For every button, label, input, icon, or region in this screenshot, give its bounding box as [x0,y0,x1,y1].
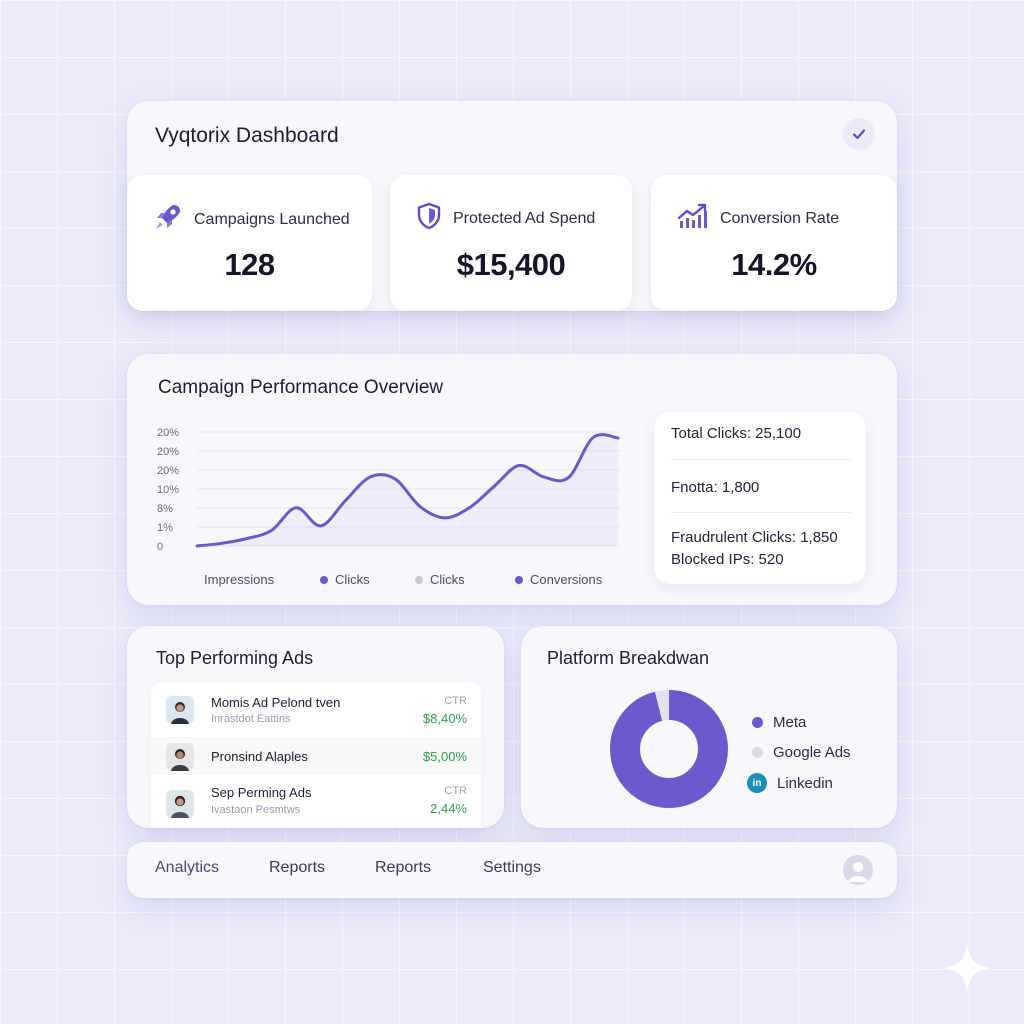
blocked-ips-text: Blocked IPs: 520 [671,551,784,568]
performance-title: Campaign Performance Overview [158,377,444,398]
bottom-nav: Analytics Reports Reports Settings [127,842,897,898]
platform-label: Meta [773,714,807,731]
legend-item-clicks-secondary: Clicks [415,572,465,587]
ad-subtitle: Ivastaon Pesmtws [211,804,301,816]
stat-card-ad-spend: Protected Ad Spend $15,400 [390,175,632,311]
list-item[interactable]: Pronsind Alaples $5,00% [151,737,481,775]
platform-item-linkedin: in Linkedin [747,773,833,793]
click-stats-box: Total Clicks: 25,100 Fnotta: 1,800 Fraud… [654,412,866,584]
y-tick-label: 20% [157,446,179,458]
avatar [166,790,194,818]
legend-item-clicks: Clicks [320,572,370,587]
legend-dot [415,575,423,584]
ctr-value: $8,40% [422,711,467,726]
stat-card-campaigns: Campaigns Launched 128 [127,175,372,311]
rocket-icon [152,201,184,238]
fraudulent-clicks-text: Fraudrulent Clicks: 1,850 [671,529,838,546]
stat-label: Conversion Rate [720,209,840,227]
platform-item-google-ads: Google Ads [752,744,851,761]
ads-list: Momis Ad Pelond tven Inrastdot Eattins C… [151,682,481,828]
performance-line-chart: 20% 20% 20% 10% 8% 1% 0 [157,427,620,553]
ctr-label: CTR [444,695,467,707]
platform-item-meta: Meta [752,714,806,731]
nav-item-reports[interactable]: Reports [269,859,326,876]
y-tick-label: 0 [157,541,163,553]
platform-dot [752,747,763,758]
stat-card-conversion: Conversion Rate 14.2% [651,175,897,311]
ctr-label: CTR [444,785,467,797]
y-tick-label: 1% [157,522,173,534]
legend-item-conversions: Conversions [515,572,602,587]
legend-label: Clicks [430,572,465,587]
ctr-value: $5,00% [422,749,467,764]
performance-panel: Campaign Performance Overview 20% 20% 20% 1… [127,354,897,605]
user-icon[interactable] [843,855,873,885]
header-panel: Vyqtorix Dashboard Campaigns Launched 12… [127,101,897,311]
y-tick-label: 20% [157,427,179,439]
platform-label: Google Ads [773,744,851,761]
donut-slice-meta [610,690,728,808]
ctr-value: 2,44% [430,801,467,816]
y-tick-label: 10% [157,484,179,496]
series-line [195,433,620,548]
ad-name: Momis Ad Pelond tven [211,695,341,710]
chart-area-fill [197,434,618,546]
dashboard-title: Vyqtorix Dashboard [155,124,339,147]
y-tick-label: 8% [157,503,173,515]
shield-icon [415,201,443,236]
platform-title: Platform Breakdwan [547,648,710,668]
nav-item-settings[interactable]: Settings [483,859,541,876]
y-tick-label: 20% [157,465,179,477]
stat-value: $15,400 [456,247,566,282]
growth-chart-icon [676,201,710,236]
total-clicks-text: Total Clicks: 25,100 [671,425,802,442]
legend-item-impressions: Impressions [204,572,274,587]
legend-dot [320,575,328,584]
top-ads-title: Top Performing Ads [156,648,314,668]
ad-subtitle: Inrastdot Eattins [211,713,291,725]
linkedin-icon: in [747,773,767,793]
stat-label: Protected Ad Spend [453,209,596,227]
avatar [166,696,194,724]
list-item[interactable]: Sep Perming Ads Ivastaon Pesmtws CTR 2,4… [151,775,481,828]
nav-item-analytics[interactable]: Analytics [155,859,220,876]
sparkle-icon [942,943,992,993]
divider [671,459,852,460]
stat-label: Campaigns Launched [194,210,350,228]
platform-donut-chart [610,690,728,808]
platform-label: Linkedin [777,774,833,792]
platform-dot [752,717,763,728]
ad-name: Pronsind Alaples [211,749,308,764]
fnotta-text: Fnotta: 1,800 [671,479,760,496]
stat-value: 128 [224,247,275,282]
legend-label: Clicks [335,572,370,587]
stat-value: 14.2% [731,247,817,282]
legend-dot [515,575,523,584]
nav-item-reports-secondary[interactable]: Reports [375,859,432,876]
legend-label: Impressions [204,572,275,587]
avatar [166,743,194,771]
list-item[interactable]: Momis Ad Pelond tven Inrastdot Eattins C… [151,682,481,737]
legend-label: Conversions [530,572,603,587]
divider [671,512,852,513]
platform-panel: Platform Breakdwan Meta Google Ads in Li… [521,626,897,828]
top-ads-panel: Top Performing Ads Momis Ad Pelond tven … [127,626,504,828]
ad-name: Sep Perming Ads [211,785,312,800]
check-icon[interactable] [843,118,875,150]
